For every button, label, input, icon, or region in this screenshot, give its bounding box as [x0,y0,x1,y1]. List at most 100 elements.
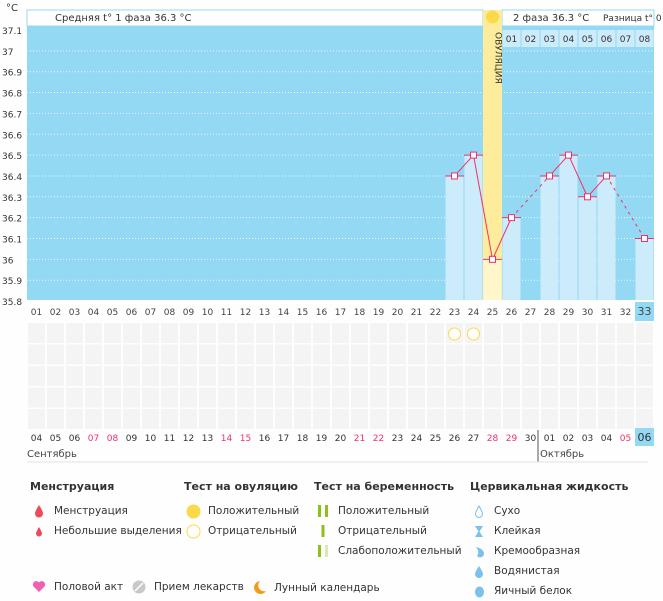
notes-cell [389,366,406,386]
legend-item: Положительный [208,505,300,517]
temperature-point [470,151,477,159]
notes-cell [123,409,140,429]
notes-cell [541,344,558,365]
notes-cell [218,323,235,343]
notes-cell [617,409,634,429]
notes-cell [465,366,482,386]
legend-title: Менструация [30,480,115,493]
cycle-day-label: 32 [620,308,631,318]
notes-cell [47,344,64,365]
temperature-point [641,235,648,242]
legend-lunar: Лунный календарь [250,580,380,595]
temperature-line-segment [568,154,588,198]
date-label: 08 [107,434,119,444]
notes-cell [332,409,349,429]
notes-cell [408,366,425,386]
notes-cell [237,323,254,343]
notes-cell [256,344,273,365]
notes-cell [598,409,615,429]
notes-cell [47,409,64,429]
phase2-day-label: 07 [620,35,631,45]
temperature-line-segment [511,175,550,218]
notes-cell [313,409,330,429]
notes-cell [617,387,634,408]
temperature-bar [483,259,502,300]
notes-cell [503,344,520,365]
notes-cell [389,344,406,365]
notes-cell [66,409,83,429]
cycle-day-label: 06 [126,308,138,318]
y-axis-unit: °C [6,3,18,14]
notes-cell [180,344,197,365]
empty-circle-icon [184,524,202,539]
notes-cell [85,387,102,408]
cycle-day-label: 10 [202,308,214,318]
y-tick-label: 36.1 [2,236,22,246]
notes-cell [161,344,178,365]
notes-cell [427,409,444,429]
notes-cell [237,344,254,365]
notes-cell [465,344,482,365]
cycle-day-label: 04 [88,308,100,318]
notes-cell [427,323,444,343]
notes-cell [218,344,235,365]
notes-cell [598,366,615,386]
notes-cell [636,366,653,386]
notes-cell [408,387,425,408]
notes-cell [313,387,330,408]
notes-cell [28,344,45,365]
date-label: 01 [544,434,555,444]
cycle-day-label: 25 [487,308,498,318]
notes-cell [389,323,406,343]
date-label: 12 [183,434,194,444]
notes-cell [294,409,311,429]
legend-pregnancy-test: Тест на беременность Положительный Отриц… [314,480,462,561]
notes-cell [541,323,558,343]
cycle-day-label: 28 [544,308,556,318]
notes-cell [199,344,216,365]
notes-cell [522,366,539,386]
date-label: 15 [240,434,251,444]
notes-cell [617,344,634,365]
date-label: 09 [126,434,138,444]
phase2-day-label: 06 [601,35,613,45]
ovulation-column [483,10,502,300]
notes-cell [560,409,577,429]
notes-cell [351,323,368,343]
notes-cell [218,387,235,408]
temperature-line-segment [492,217,512,260]
cycle-day-label: 08 [164,308,176,318]
date-label: 16 [259,434,271,444]
date-label: 26 [449,434,461,444]
cycle-day-label: 17 [335,308,346,318]
phase2-day-cell [559,30,578,47]
notes-cell [142,323,159,343]
date-label: 10 [145,434,157,444]
month-label: Сентябрь [27,449,77,460]
date-label: 30 [525,434,537,444]
notes-cell [199,387,216,408]
notes-cell [598,323,615,343]
notes-cell [237,409,254,429]
notes-cell [123,323,140,343]
date-label: 05 [50,434,61,444]
date-label: 24 [411,434,423,444]
notes-cell [617,323,634,343]
faint-line-icon [314,544,332,558]
temperature-bar [578,196,597,300]
phase2-day-label: 03 [544,35,555,45]
notes-cell [275,366,292,386]
y-tick-label: 36.9 [2,69,22,79]
cycle-day-label: 02 [50,308,61,318]
notes-cell [180,323,197,343]
notes-cell [28,387,45,408]
cycle-day-label: 13 [259,308,270,318]
notes-cell [484,344,501,365]
cycle-day-label: 18 [354,308,366,318]
notes-cell [465,387,482,408]
date-label: 14 [221,434,233,444]
cycle-day-label: 09 [183,308,195,318]
notes-cell [579,409,596,429]
date-label: 28 [487,434,499,444]
notes-cell [541,409,558,429]
